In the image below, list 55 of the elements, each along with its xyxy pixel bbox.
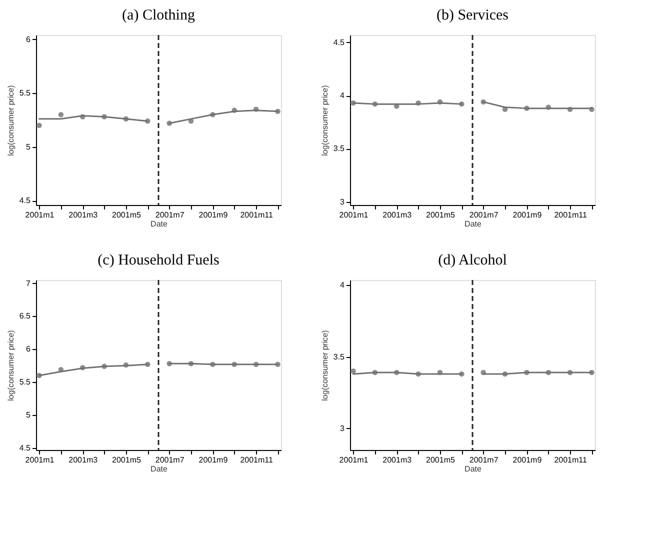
y-axis-title: log(consumer price) [320,84,330,156]
y-tick-label: 5 [26,410,32,420]
y-tick-label: 3 [340,197,346,206]
x-tick-label: 2001m3 [68,456,98,464]
y-tick-label: 5 [26,142,32,152]
y-tick-label: 4.5 [19,444,32,453]
y-axis-title: log(consumer price) [6,330,16,401]
y-tick-label: 6.5 [19,312,32,321]
x-tick-label: 2001m11 [554,210,588,220]
x-tick-label: 2001m7 [469,210,499,220]
y-tick-label: 6 [26,34,32,44]
x-axis-title: Date [150,220,168,228]
chart-title: (d) Alcohol [438,252,507,268]
x-axis-title: Date [464,464,482,474]
y-tick-label: 4.5 [19,196,32,206]
x-tick-label: 2001m1 [339,210,369,220]
x-tick-label: 2001m11 [240,456,274,464]
y-tick-label: 4.5 [333,38,346,47]
x-tick-label: 2001m5 [112,456,142,464]
x-tick-label: 2001m7 [469,456,499,464]
x-tick-label: 2001m11 [554,456,588,464]
y-tick-label: 3.5 [333,352,346,362]
y-tick-label: 4 [340,91,346,100]
x-tick-label: 2001m5 [112,210,142,220]
x-axis-title: Date [150,464,168,474]
point [36,122,42,128]
x-tick-label: 2001m7 [155,456,185,464]
chart-title: (b) Services [436,7,509,24]
x-tick-label: 2001m3 [382,210,412,220]
y-axis-title: log(consumer price) [320,330,330,401]
x-tick-label: 2001m1 [339,456,369,464]
x-tick-label: 2001m5 [426,456,456,464]
y-tick-label: 4 [340,280,346,290]
y-tick-label: 5.5 [19,88,32,98]
chart-title: (c) Household Fuels [98,252,220,268]
x-tick-label: 2001m3 [68,210,98,220]
point [58,112,64,118]
x-tick-label: 2001m5 [426,210,456,220]
x-tick-label: 2001m7 [155,210,185,220]
x-tick-label: 2001m1 [25,456,55,464]
y-tick-label: 7 [26,278,32,288]
x-tick-label: 2001m9 [512,210,542,220]
x-tick-label: 2001m9 [198,456,228,464]
y-axis-title: log(consumer price) [6,84,16,156]
x-axis-title: Date [464,220,482,228]
x-tick-label: 2001m9 [198,210,228,220]
y-tick-label: 3.5 [333,144,346,154]
x-tick-label: 2001m9 [512,456,542,464]
x-tick-label: 2001m1 [25,210,55,220]
y-tick-label: 3 [340,424,346,433]
y-tick-label: 6 [26,344,32,354]
x-tick-label: 2001m3 [382,456,412,464]
y-tick-label: 5.5 [19,378,32,387]
x-tick-label: 2001m11 [240,210,274,220]
chart-title: (a) Clothing [122,7,196,24]
